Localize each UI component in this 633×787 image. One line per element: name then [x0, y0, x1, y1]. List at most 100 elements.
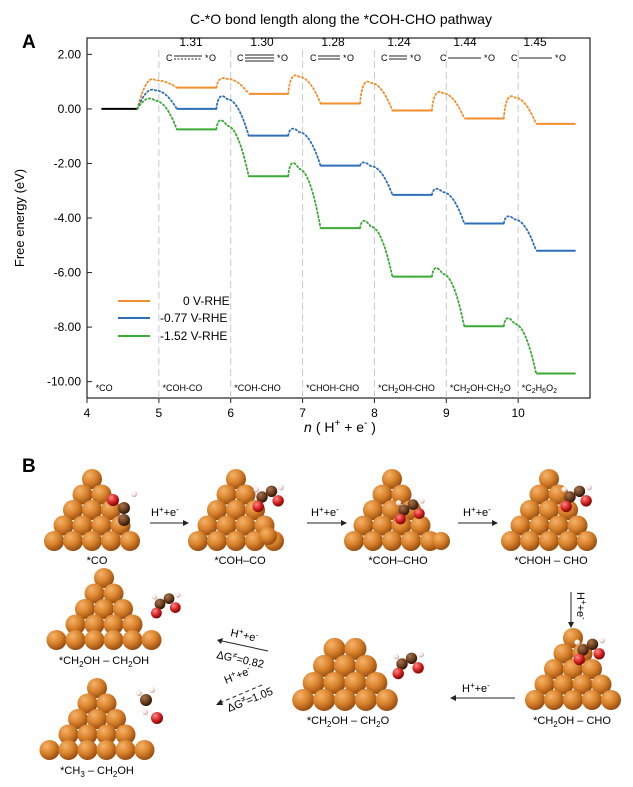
step-label-5: H++e- [462, 681, 490, 695]
carbon-atom [256, 491, 268, 503]
carbon-atom [564, 491, 576, 503]
cu-atom [529, 515, 550, 536]
intermediate-label-5: *CH2OH-CH2O [450, 383, 511, 395]
oxygen-atom [392, 667, 404, 680]
cu-atom [91, 484, 112, 505]
y-axis-label: Free energy (eV) [12, 169, 27, 267]
svg-text:C: C [166, 53, 173, 63]
cu-atom [520, 500, 540, 520]
label-ch2oh-cho: *CH2OH – CHO [533, 715, 611, 729]
bond-length-3: 1.28 [321, 35, 345, 49]
cu-atom [68, 709, 88, 729]
x-tick-label-4: 8 [371, 406, 378, 420]
transition-v152-3 [287, 162, 322, 229]
hydrogen-atom [599, 637, 605, 644]
adsorbate-ch2oh-ch2o [392, 651, 424, 680]
cu-atom [122, 630, 143, 650]
label-choh-cho: *CHOH – CHO [514, 555, 588, 567]
svg-text:C: C [381, 53, 388, 63]
cu-atom [207, 531, 227, 551]
energy-series [101, 74, 576, 375]
arrow-step-6 [217, 638, 269, 652]
cu-atom [567, 515, 588, 536]
cu-atom [96, 740, 117, 760]
cu-atom [115, 724, 136, 745]
cu-atom [544, 659, 564, 679]
cu-atom [77, 693, 98, 714]
carbon-atom [398, 504, 410, 516]
cu-atom [58, 740, 79, 760]
oxygen-atom [151, 607, 162, 619]
cu-atom [84, 583, 105, 604]
cu-atom [365, 671, 388, 694]
bond-length-title: C-*O bond length along the *COH-CHO path… [190, 11, 492, 27]
oxygen-atom [272, 495, 284, 507]
x-tick-label-0: 4 [84, 406, 91, 420]
cu-atom [188, 531, 208, 551]
bond-length-4: 1.24 [387, 35, 411, 49]
cu-atom [72, 484, 93, 505]
svg-text:O: O [281, 53, 288, 63]
hydrogen-atom [151, 594, 158, 600]
cu-atom [510, 515, 531, 536]
cu-atom [334, 689, 356, 711]
cu-atom [53, 515, 74, 536]
cu-atom [292, 689, 315, 711]
cu-atom [115, 740, 136, 760]
molecular-clusters [39, 469, 621, 760]
oxygen-atom [151, 712, 163, 724]
cu-atom [94, 568, 114, 588]
transition-v152-6 [502, 317, 538, 375]
cu-atom [520, 531, 540, 551]
cu-atom [65, 614, 86, 635]
transition-v152-1 [136, 97, 178, 131]
cu-atom [106, 709, 126, 729]
adsorbate-ch2oh-ch2oh [151, 592, 181, 619]
hydrogen-atom [142, 709, 148, 715]
cu-atom [226, 500, 246, 520]
cu-atom [401, 531, 421, 551]
oxygen-atom [580, 495, 592, 507]
svg-text:C: C [310, 53, 317, 63]
carbon-atom [265, 485, 278, 497]
carbon-atom [405, 652, 418, 664]
adsorbate-ch2oh-cho [573, 637, 605, 666]
svg-text:O: O [209, 53, 216, 63]
hydrogen-atom [175, 592, 181, 598]
cu-atom [94, 599, 114, 619]
y-tick-label-5: -8.00 [54, 320, 82, 334]
arrow-step-1 [150, 520, 189, 526]
cu-atom [410, 515, 431, 536]
x-tick-label-2: 6 [227, 406, 234, 420]
cu-atom [65, 630, 86, 650]
bond-glyph-6: C * O [511, 53, 566, 63]
transition-v0-1 [136, 78, 178, 110]
bond-glyph-2: C * O [237, 53, 288, 63]
transition-v152-2 [215, 119, 250, 178]
cu-atom [354, 654, 377, 677]
cu-atom [141, 630, 162, 650]
hydrogen-atom [586, 484, 592, 491]
cu-atom [591, 674, 612, 695]
x-axis-ticks: 4 5 6 7 8 9 10 [84, 398, 525, 420]
x-tick-label-5: 9 [443, 406, 450, 420]
cu-atom [96, 724, 117, 745]
intermediate-label-3: *CHOH-CHO [306, 383, 359, 393]
cluster-coh-co [188, 469, 284, 551]
dg-label-2: ΔG≠=1.05 [225, 684, 275, 715]
svg-text:*: * [410, 53, 414, 63]
carbon-atom [577, 644, 589, 656]
cu-atom [58, 724, 79, 745]
hydrogen-atom [395, 500, 402, 506]
svg-text:*: * [205, 53, 209, 63]
x-axis-label: n( H+ + e- ) [304, 418, 376, 435]
arrow-step-5 [450, 695, 515, 701]
cu-atom [344, 671, 367, 694]
step-label-1: H++e- [151, 505, 179, 519]
adsorbate-coh-co [252, 484, 284, 513]
x-tick-label-6: 10 [511, 406, 525, 420]
panel-b-letter: B [22, 456, 36, 477]
y-tick-label-4: -6.00 [54, 266, 82, 280]
carbon-atom [140, 694, 152, 706]
cu-atom [548, 515, 569, 536]
